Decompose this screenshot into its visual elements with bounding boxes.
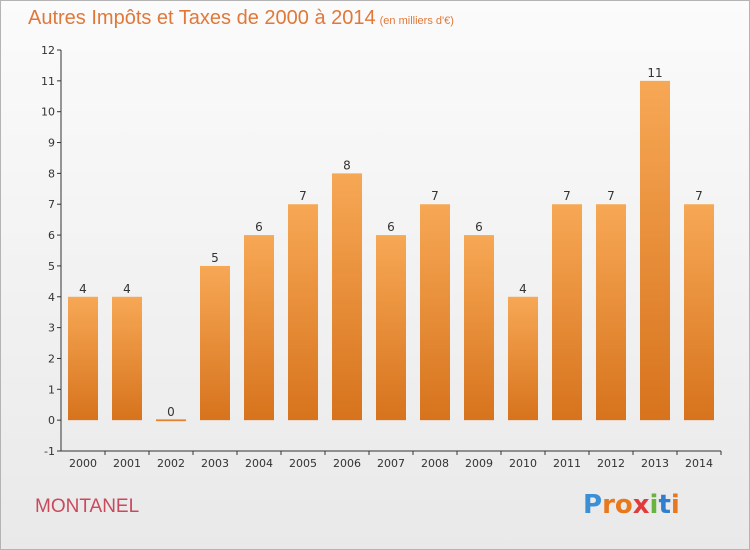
x-tick-label: 2013 <box>641 457 669 470</box>
logo-letter: r <box>602 490 615 520</box>
bar <box>200 265 230 421</box>
data-label: 11 <box>647 66 662 80</box>
x-tick-label: 2007 <box>377 457 405 470</box>
y-tick-label: 12 <box>41 44 55 57</box>
bar <box>376 235 406 421</box>
x-tick-label: 2004 <box>245 457 273 470</box>
data-label: 7 <box>563 189 571 203</box>
x-tick-label: 2012 <box>597 457 625 470</box>
logo-letter: i <box>670 490 680 520</box>
data-label: 8 <box>343 158 351 172</box>
y-tick-label: 7 <box>48 198 55 211</box>
data-label: 0 <box>167 405 175 419</box>
bar <box>596 204 626 421</box>
bar <box>420 204 450 421</box>
data-label: 7 <box>299 189 307 203</box>
logo-letter: o <box>614 490 633 520</box>
y-tick-label: 4 <box>48 291 55 304</box>
data-label: 7 <box>607 189 615 203</box>
bar <box>156 419 186 422</box>
data-label: 4 <box>519 282 527 296</box>
commune-name: MONTANEL <box>35 496 140 517</box>
data-label: 6 <box>387 220 395 234</box>
chart-title: Autres Impôts et Taxes de 2000 à 2014 (en… <box>28 7 454 30</box>
y-tick-label: 8 <box>48 167 55 180</box>
x-tick-label: 2001 <box>113 457 141 470</box>
data-label: 7 <box>695 189 703 203</box>
chart-title-text: Autres Impôts et Taxes de 2000 à 2014 <box>28 7 376 29</box>
bar <box>244 235 274 421</box>
logo-letter: i <box>649 490 659 520</box>
logo-letter: x <box>632 490 650 520</box>
y-tick-label: 11 <box>41 75 55 88</box>
x-tick-label: 2011 <box>553 457 581 470</box>
y-tick-label: 2 <box>48 352 55 365</box>
x-tick-label: 2014 <box>685 457 713 470</box>
logo-letter: P <box>583 490 603 520</box>
bar <box>112 296 142 421</box>
x-tick-label: 2002 <box>157 457 185 470</box>
bar <box>640 80 670 421</box>
y-tick-label: 10 <box>41 106 55 119</box>
logo-letter: t <box>658 490 671 520</box>
y-tick-label: 3 <box>48 322 55 335</box>
bar <box>552 204 582 421</box>
data-label: 4 <box>79 282 87 296</box>
data-label: 5 <box>211 251 219 265</box>
data-label: 6 <box>475 220 483 234</box>
bar <box>332 173 362 421</box>
proxiti-logo: Proxiti <box>583 490 680 520</box>
data-label: 7 <box>431 189 439 203</box>
bar <box>288 204 318 421</box>
x-tick-label: 2006 <box>333 457 361 470</box>
x-tick-label: 2000 <box>69 457 97 470</box>
x-tick-label: 2003 <box>201 457 229 470</box>
bar <box>464 235 494 421</box>
y-tick-label: 6 <box>48 229 55 242</box>
data-label: 4 <box>123 282 131 296</box>
y-tick-label: 1 <box>48 383 55 396</box>
chart-unit: (en milliers d'€) <box>379 15 454 27</box>
bar <box>684 204 714 421</box>
y-tick-label: 0 <box>48 414 55 427</box>
y-tick-label: -1 <box>44 445 55 458</box>
x-tick-label: 2010 <box>509 457 537 470</box>
data-label: 6 <box>255 220 263 234</box>
x-tick-label: 2009 <box>465 457 493 470</box>
y-tick-label: 5 <box>48 260 55 273</box>
x-tick-label: 2005 <box>289 457 317 470</box>
y-tick-label: 9 <box>48 137 55 150</box>
x-tick-label: 2008 <box>421 457 449 470</box>
bar <box>508 296 538 421</box>
bar <box>68 296 98 421</box>
